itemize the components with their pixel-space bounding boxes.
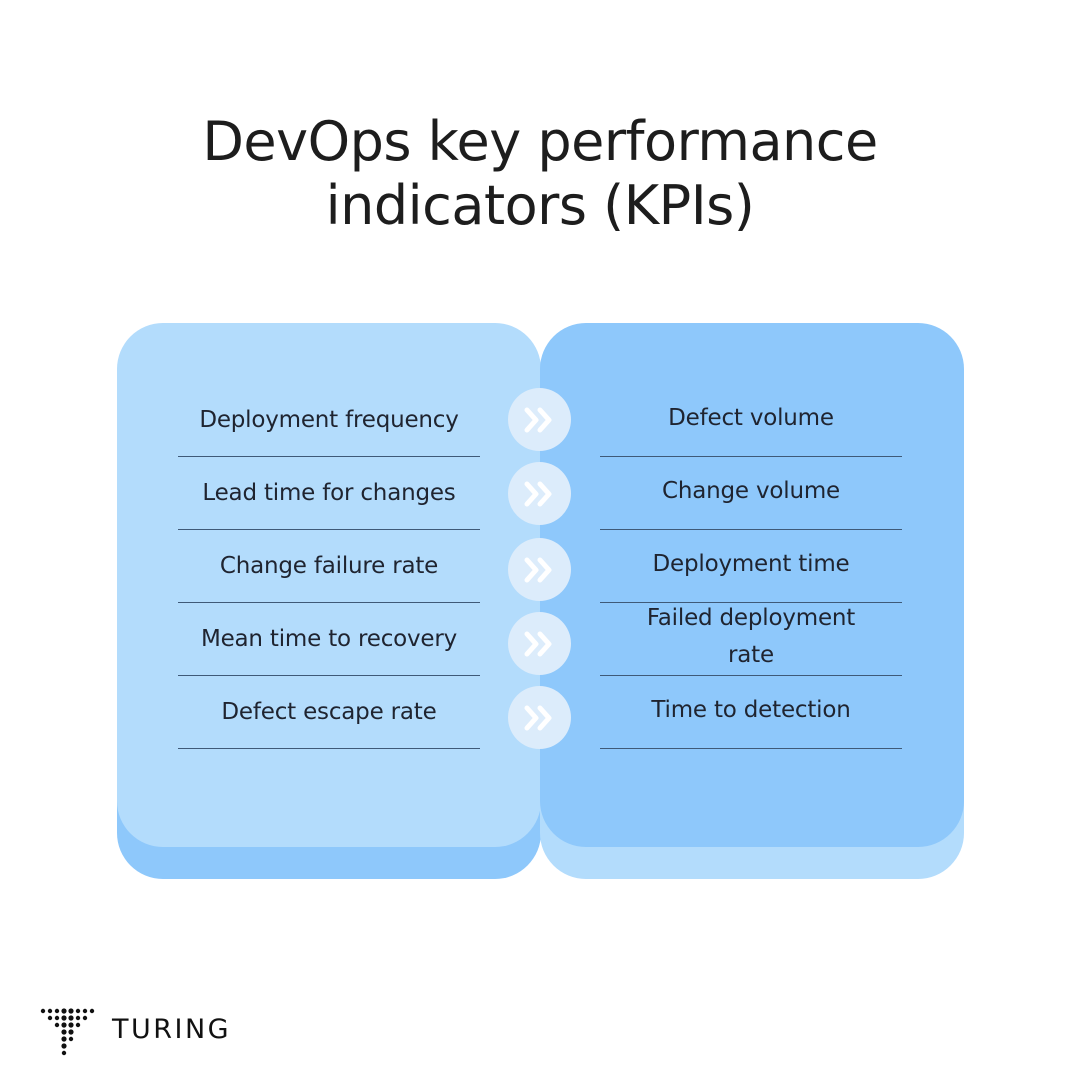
list-item: Failed deployment rate [600, 603, 902, 676]
left-kpi-label: Deployment frequency [199, 406, 459, 433]
left-kpi-label: Change failure rate [219, 552, 439, 579]
list-item: Change volume [600, 457, 902, 530]
left-panel [117, 323, 541, 847]
left-kpi-label: Mean time to recovery [200, 625, 458, 652]
right-kpi-label: Deployment time [652, 550, 850, 577]
right-kpi-label: Defect volume [668, 404, 834, 431]
title-line-1: DevOps key performance [202, 110, 878, 173]
brand-name: TURING [112, 1013, 232, 1045]
right-kpi-label: Change volume [662, 477, 840, 504]
left-kpi-list: Deployment frequency Lead time for chang… [178, 384, 480, 749]
left-kpi-label: Defect escape rate [221, 698, 437, 725]
list-item: Time to detection [600, 676, 902, 749]
list-item: Deployment frequency [178, 384, 480, 457]
list-item: Defect volume [600, 384, 902, 457]
right-kpi-label: Time to detection [651, 696, 851, 723]
right-kpi-list: Defect volume Change volume Deployment t… [600, 384, 902, 749]
double-chevron-right-icon [508, 388, 571, 451]
list-item: Lead time for changes [178, 457, 480, 530]
turing-logo-icon [40, 1008, 95, 1056]
turing-logo: TURING [40, 1006, 231, 1056]
double-chevron-right-icon [508, 686, 571, 749]
list-item: Change failure rate [178, 530, 480, 603]
right-panel [540, 323, 964, 847]
left-kpi-label: Lead time for changes [202, 479, 456, 506]
right-kpi-label: Failed deployment rate [646, 605, 856, 668]
title-line-2: indicators (KPIs) [325, 174, 755, 237]
double-chevron-right-icon [508, 462, 571, 525]
list-item: Deployment time [600, 530, 902, 603]
double-chevron-right-icon [508, 538, 571, 601]
page-title: DevOps key performance indicators (KPIs) [0, 110, 1080, 238]
list-item: Mean time to recovery [178, 603, 480, 676]
double-chevron-right-icon [508, 612, 571, 675]
list-item: Defect escape rate [178, 676, 480, 749]
